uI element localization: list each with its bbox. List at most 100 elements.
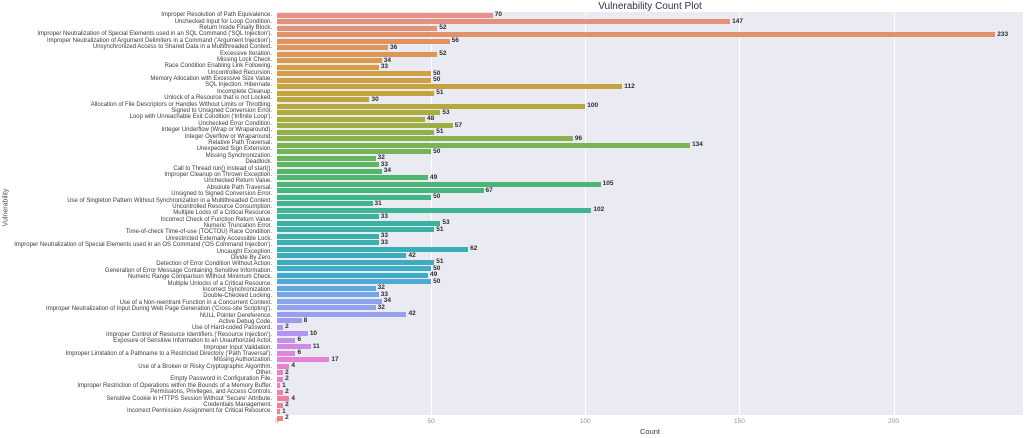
value-label: 51	[436, 225, 444, 233]
category-label: Numeric Truncation Error.	[203, 223, 272, 230]
category-label: Permissions, Privileges, and Access Cont…	[150, 389, 272, 396]
bar	[277, 272, 429, 278]
bar	[277, 162, 379, 168]
category-label: Active Debug Code.	[218, 318, 272, 325]
bar-row: 34	[277, 167, 1023, 175]
bar-row: 2	[277, 323, 1023, 331]
bar-row: 2	[277, 375, 1023, 383]
x-tick-label: 100	[579, 418, 591, 425]
bar-row: 34	[277, 56, 1023, 65]
bar-row: 53	[277, 109, 1023, 117]
bar-row: 32	[277, 154, 1023, 162]
value-label: 32	[377, 154, 385, 161]
bar-row: 50	[277, 278, 1023, 286]
category-label: Multiple Unlocks of a Critical Resource.	[167, 280, 272, 287]
bar-row: 52	[277, 24, 1023, 32]
bar	[277, 318, 302, 324]
bar-row: 42	[277, 310, 1023, 318]
value-label: 102	[593, 206, 605, 213]
bar-row: 33	[277, 238, 1023, 247]
bar	[277, 97, 370, 103]
plot-area: 70 147 52 233 56 36 52 34 33 50 50 112 51 30 100 53 48 57…	[277, 11, 1023, 421]
category-label: Numeric Range Comparison Without Minimum…	[127, 274, 272, 281]
category-label: Improper Control of Resource Identifiers…	[105, 331, 272, 338]
category-label: Double-Checked Locking.	[203, 293, 272, 300]
bar	[277, 363, 290, 369]
category-label: Improper Neutralization of Input During …	[46, 306, 272, 313]
bar-row: 8	[277, 317, 1023, 325]
category-label: Excessive Iteration.	[219, 50, 272, 57]
category-label: SQL Injection: Hibernate.	[205, 82, 272, 89]
value-label: 67	[485, 186, 493, 194]
value-label: 50	[433, 76, 441, 83]
bar	[277, 253, 407, 259]
category-label: Race Condition Enabling Link Following.	[164, 63, 272, 70]
category-label: Unchecked Return Value.	[204, 178, 272, 185]
bar	[277, 181, 601, 187]
category-label: Other.	[255, 370, 272, 377]
bar-row: 48	[277, 115, 1023, 123]
bar-row: 134	[277, 141, 1023, 149]
value-label: 33	[380, 238, 388, 246]
bar	[277, 168, 382, 174]
bar-row: 33	[277, 161, 1023, 169]
category-label: Deadlock.	[245, 159, 272, 166]
x-tick-label: 150	[733, 418, 745, 425]
bar-row: 50	[277, 193, 1023, 201]
bar	[277, 344, 311, 350]
category-label: Empty Password in Configuration File.	[170, 376, 272, 383]
value-label: 50	[433, 264, 441, 272]
bar-row: 6	[277, 336, 1023, 344]
bar	[277, 175, 429, 181]
bar	[277, 240, 379, 246]
category-label: Improper Neutralization of Special Eleme…	[14, 242, 272, 249]
bar-row: 100	[277, 102, 1023, 110]
bar-row: 33	[277, 232, 1023, 240]
bar-row: 52	[277, 50, 1023, 58]
bar	[277, 337, 296, 343]
bar-row: 2	[277, 401, 1023, 409]
bar-row: 4	[277, 362, 1023, 370]
bar	[277, 402, 284, 408]
bar-row: 1	[277, 381, 1023, 390]
value-label: 32	[377, 284, 385, 291]
value-label: 105	[602, 180, 614, 187]
bar	[277, 142, 691, 148]
category-label: Missing Lock Check.	[216, 56, 272, 63]
bar	[277, 116, 425, 122]
category-label: Missing Synchronization.	[205, 152, 272, 159]
gridline	[277, 12, 278, 415]
bar-row: 1	[277, 408, 1023, 416]
x-tick-label: 0	[275, 418, 279, 425]
value-label: 1	[282, 381, 286, 389]
category-label: Signed to Unsigned Conversion Error.	[171, 108, 272, 115]
bar	[277, 77, 432, 83]
category-label: Unlock of a Resource that is not Locked.	[164, 95, 272, 102]
category-label: Unchecked Input for Loop Condition.	[174, 18, 272, 25]
value-label: 62	[470, 245, 478, 252]
bar	[277, 311, 407, 317]
category-label: Unsynchronized Access to Shared Data in …	[92, 44, 272, 51]
bar-row: 2	[277, 414, 1023, 422]
category-label: Incorrect Check of Function Return Value…	[160, 216, 272, 223]
bar-row: 31	[277, 200, 1023, 208]
bar	[277, 58, 382, 64]
value-label: 33	[380, 290, 388, 298]
value-label: 50	[433, 147, 441, 155]
bar	[277, 389, 284, 395]
category-label: Unrestricted Externally Accessible Lock.	[165, 235, 272, 242]
gridline	[585, 12, 587, 415]
bar-row: 33	[277, 290, 1023, 299]
bar	[277, 357, 330, 363]
bar	[277, 136, 573, 142]
bar	[277, 214, 379, 220]
bar	[277, 25, 438, 31]
category-label: Use of Singleton Pattern Without Synchro…	[67, 197, 272, 204]
value-label: 42	[408, 251, 416, 259]
y-axis-category-labels: Improper Resolution of Path Equivalence.…	[0, 12, 272, 415]
bar-series: 70 147 52 233 56 36 52 34 33 50 50 112 51 30 100 53 48 57…	[277, 11, 1023, 421]
bar-row: 102	[277, 206, 1023, 214]
category-label: Improper Restriction of Operations withi…	[77, 382, 272, 389]
value-label: 34	[383, 56, 392, 64]
